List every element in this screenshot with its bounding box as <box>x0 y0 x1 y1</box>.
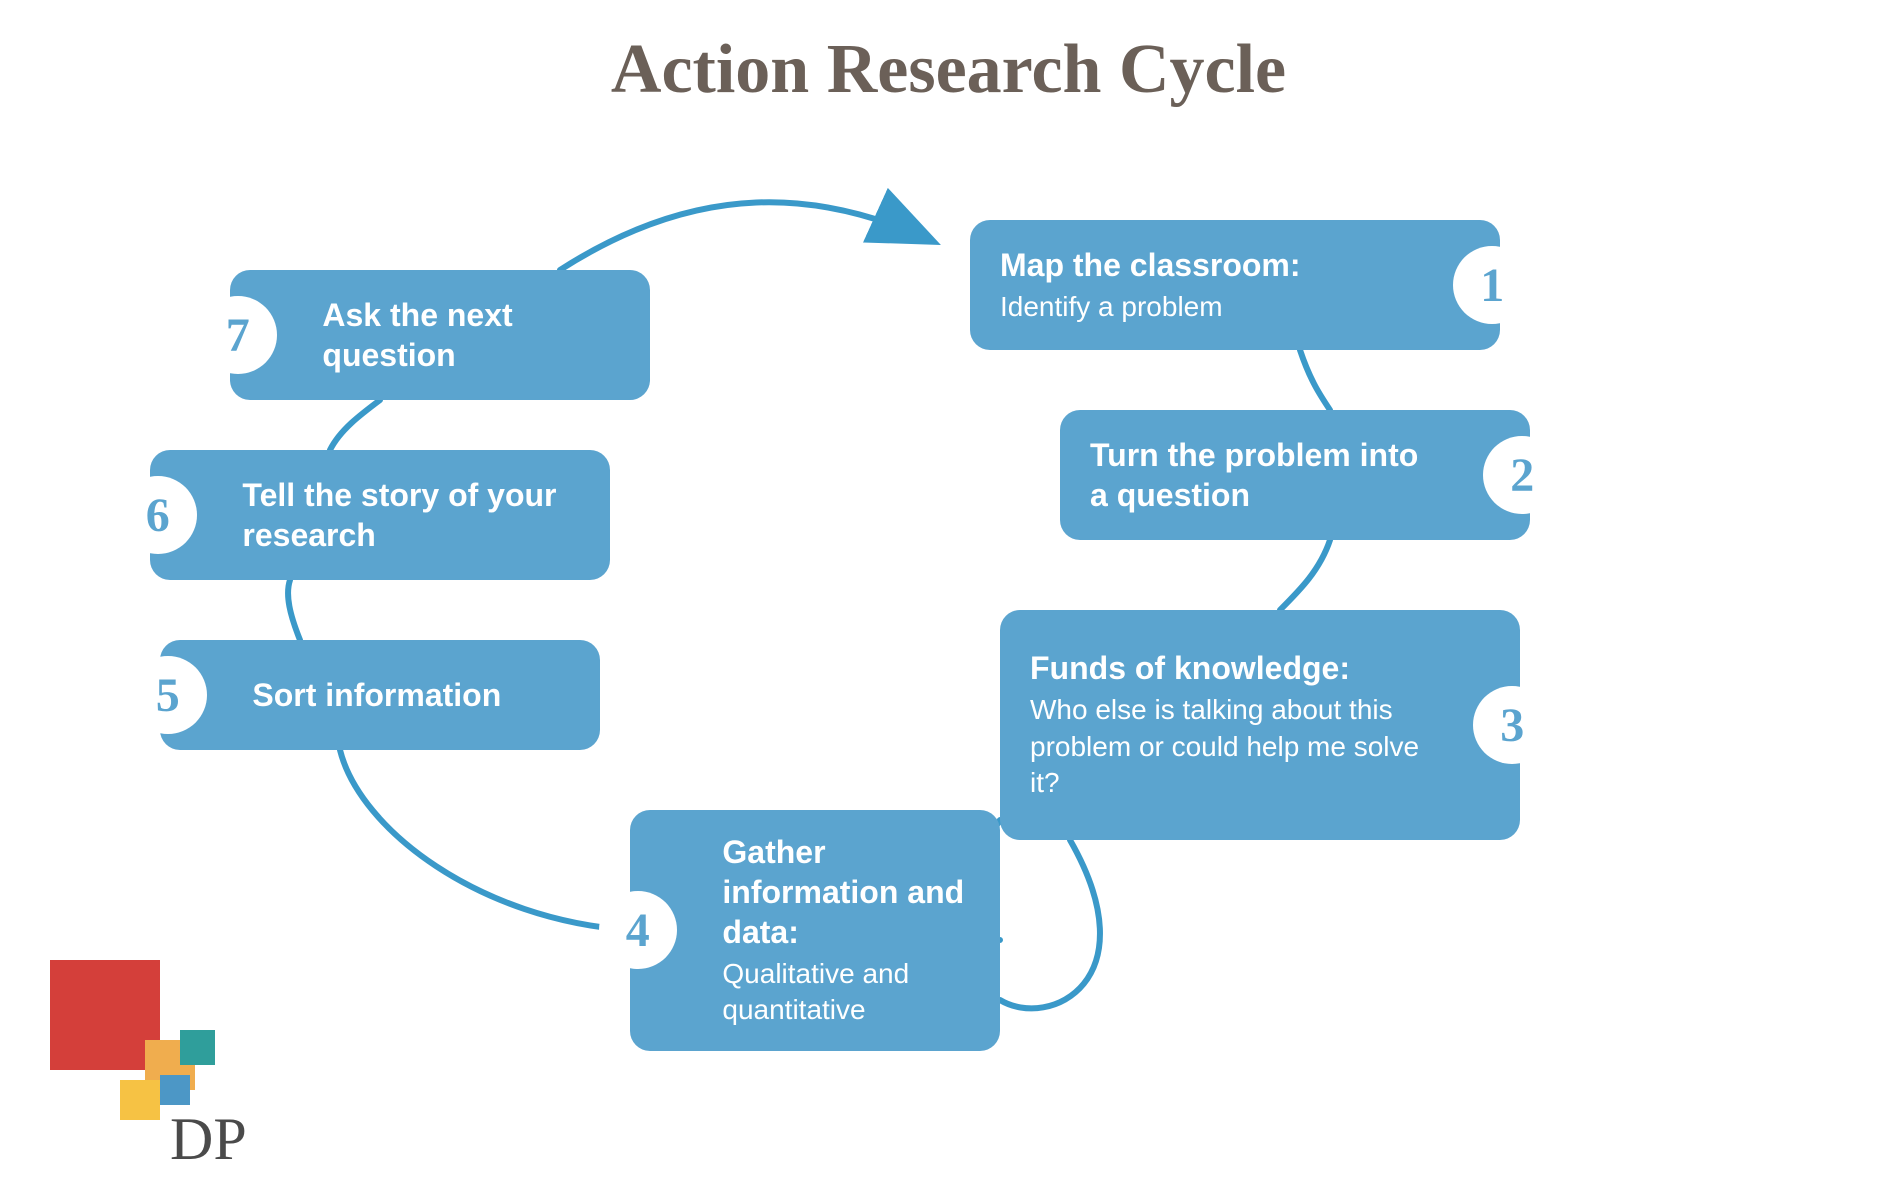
cycle-step-1: Map the classroom: Identify a problem <box>970 220 1500 350</box>
page-title: Action Research Cycle <box>0 30 1897 110</box>
cycle-step-number-6: 6 <box>119 476 197 554</box>
cycle-step-number-5: 5 <box>129 656 207 734</box>
cycle-step-number-7: 7 <box>199 296 277 374</box>
cycle-step-4: Gather information and data:Qualitative … <box>630 810 1000 1051</box>
cycle-step-number-1: 1 <box>1453 246 1531 324</box>
cycle-step-title: Tell the story of your research <box>242 475 580 555</box>
brand-logo-square-3 <box>180 1030 215 1065</box>
brand-logo-square-4 <box>120 1080 160 1120</box>
cycle-step-3: Funds of knowledge:Who else is talking a… <box>1000 610 1520 840</box>
cycle-step-5: Sort information <box>160 640 600 750</box>
cycle-step-number-3: 3 <box>1473 686 1551 764</box>
cycle-step-subtitle: Qualitative and quantitative <box>722 956 970 1029</box>
cycle-step-7: Ask the next question <box>230 270 650 400</box>
cycle-step-number-2: 2 <box>1483 436 1561 514</box>
cycle-step-title: Sort information <box>252 675 570 715</box>
brand-logo-square-1 <box>50 960 160 1070</box>
cycle-step-title: Funds of knowledge: <box>1030 648 1428 688</box>
cycle-step-number-4: 4 <box>599 891 677 969</box>
cycle-step-title: Turn the problem into a question <box>1090 435 1438 515</box>
cycle-step-title: Map the classroom: <box>1000 245 1408 285</box>
cycle-step-subtitle: Who else is talking about this problem o… <box>1030 692 1428 801</box>
brand-logo-square-5 <box>160 1075 190 1105</box>
cycle-step-2: Turn the problem into a question <box>1060 410 1530 540</box>
diagram-stage: Action Research Cycle Map the classroom:… <box>0 0 1897 1199</box>
cycle-step-title: Gather information and data: <box>722 832 970 952</box>
brand-logo: DP <box>50 960 310 1180</box>
cycle-step-title: Ask the next question <box>322 295 620 375</box>
cycle-step-6: Tell the story of your research <box>150 450 610 580</box>
brand-logo-text: DP <box>170 1105 247 1174</box>
cycle-step-subtitle: Identify a problem <box>1000 289 1408 325</box>
